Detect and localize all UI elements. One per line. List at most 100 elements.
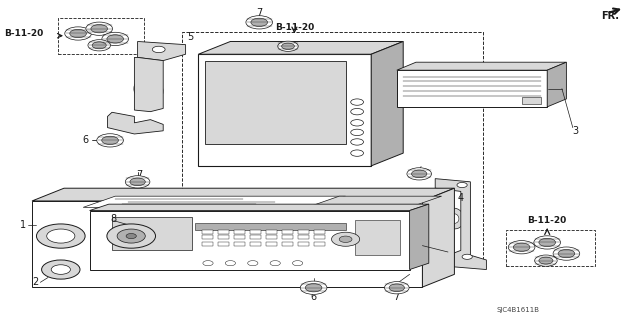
Text: SJC4B1611B: SJC4B1611B [497,307,540,313]
Circle shape [107,35,124,43]
Circle shape [246,16,273,29]
Text: 6: 6 [310,292,317,302]
Polygon shape [90,204,429,211]
Polygon shape [234,235,245,239]
Circle shape [126,234,136,239]
Circle shape [457,182,467,188]
Polygon shape [250,230,261,234]
Polygon shape [522,97,541,104]
Polygon shape [202,230,213,234]
Polygon shape [250,235,261,239]
Circle shape [91,25,108,33]
Polygon shape [134,57,163,112]
Text: 6: 6 [82,135,88,145]
Polygon shape [218,235,229,239]
Polygon shape [32,188,454,201]
Polygon shape [266,242,277,246]
Circle shape [412,170,427,178]
Circle shape [278,41,298,51]
Polygon shape [32,201,422,287]
Text: B-11-20: B-11-20 [527,216,567,225]
Circle shape [339,236,352,242]
Polygon shape [234,230,245,234]
Polygon shape [266,230,277,234]
Ellipse shape [445,208,464,229]
Circle shape [534,236,561,249]
Ellipse shape [134,77,163,103]
Polygon shape [422,188,454,287]
Text: 7: 7 [422,169,429,179]
Polygon shape [195,223,346,230]
Circle shape [42,260,80,279]
Polygon shape [314,242,325,246]
Circle shape [351,108,364,115]
Circle shape [152,46,165,53]
Circle shape [300,281,327,294]
Polygon shape [298,235,309,239]
Polygon shape [371,41,403,166]
Circle shape [305,284,322,292]
Circle shape [351,139,364,145]
Polygon shape [307,196,442,207]
Polygon shape [298,230,309,234]
Circle shape [385,282,409,294]
Polygon shape [202,235,213,239]
Polygon shape [202,242,213,246]
Circle shape [539,257,553,264]
Circle shape [539,238,556,247]
Polygon shape [314,235,325,239]
Text: B-11-20: B-11-20 [4,29,44,38]
Circle shape [407,168,431,180]
Polygon shape [218,242,229,246]
Circle shape [92,42,106,49]
Polygon shape [298,242,309,246]
Text: 3: 3 [573,126,579,136]
Circle shape [88,40,111,51]
Text: 2: 2 [32,277,38,287]
Circle shape [351,150,364,156]
Ellipse shape [450,214,459,223]
Circle shape [513,243,530,251]
Circle shape [292,261,303,266]
Circle shape [462,254,472,259]
Circle shape [102,32,129,46]
Circle shape [36,224,85,248]
Polygon shape [198,41,403,54]
Polygon shape [266,235,277,239]
Text: FR.: FR. [602,11,620,21]
Circle shape [270,261,280,266]
Circle shape [130,178,145,186]
Polygon shape [108,112,163,134]
Circle shape [225,261,236,266]
Circle shape [47,229,75,243]
Polygon shape [198,54,371,166]
Text: 1: 1 [19,220,26,230]
Text: 7: 7 [136,170,143,180]
Polygon shape [282,235,293,239]
Text: 7: 7 [394,292,400,302]
Circle shape [558,249,575,258]
Polygon shape [282,230,293,234]
Polygon shape [355,220,400,255]
Circle shape [508,241,535,254]
Circle shape [248,261,258,266]
Circle shape [389,284,404,292]
Polygon shape [90,211,410,270]
Circle shape [51,265,70,274]
Polygon shape [112,217,192,250]
Bar [506,230,595,266]
Circle shape [102,136,118,145]
Text: 7: 7 [256,8,262,18]
Text: 5: 5 [188,32,194,42]
Circle shape [332,232,360,246]
Polygon shape [138,41,186,61]
Circle shape [351,120,364,126]
Polygon shape [410,204,429,270]
Circle shape [97,134,124,147]
Circle shape [107,224,156,248]
Bar [182,32,483,265]
Circle shape [351,99,364,105]
Polygon shape [83,196,346,207]
Ellipse shape [142,84,155,96]
Circle shape [251,18,268,26]
